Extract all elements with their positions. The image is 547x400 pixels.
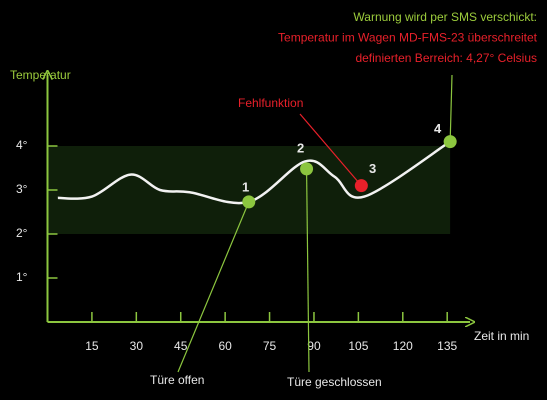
x-tick-label: 105: [348, 339, 368, 353]
point-marker: [242, 195, 256, 209]
x-tick-label: 45: [174, 339, 188, 353]
point-label: 2: [297, 140, 304, 155]
point-marker: [443, 135, 457, 149]
x-tick-label: 30: [130, 339, 144, 353]
x-tick-label: 135: [437, 339, 457, 353]
warning-text: definierten Berreich: 4,27° Celsius: [355, 51, 537, 65]
x-tick-label: 15: [85, 339, 99, 353]
leader-line: [177, 201, 250, 373]
point-label: 3: [369, 161, 376, 176]
point-marker: [300, 162, 314, 176]
x-axis-label: Zeit in min: [474, 329, 529, 343]
x-tick-label: 90: [307, 339, 321, 353]
y-tick-label: 4°: [16, 138, 28, 152]
point-label: 4: [434, 121, 442, 136]
annotation: Türe offen: [150, 373, 204, 387]
annotation: Fehlfunktion: [238, 96, 303, 110]
normal-range-band: [47, 146, 451, 234]
warning-text: Temperatur im Wagen MD-FMS-23 überschrei…: [278, 31, 538, 45]
warning-text: Warnung wird per SMS verschickt:: [353, 10, 537, 24]
leader-line: [449, 74, 453, 142]
y-tick-label: 1°: [16, 270, 28, 284]
annotation: Türe geschlossen: [287, 375, 382, 389]
y-axis-label: Temperatur: [10, 68, 71, 82]
x-tick-label: 75: [263, 339, 277, 353]
x-tick-label: 60: [218, 339, 232, 353]
point-marker: [354, 179, 368, 193]
y-tick-label: 2°: [16, 226, 28, 240]
point-label: 1: [242, 179, 249, 194]
y-tick-label: 3°: [16, 182, 28, 196]
x-tick-label: 120: [393, 339, 413, 353]
temperature-line: [57, 140, 451, 205]
leader-line: [299, 113, 362, 186]
leader-line: [305, 168, 310, 373]
